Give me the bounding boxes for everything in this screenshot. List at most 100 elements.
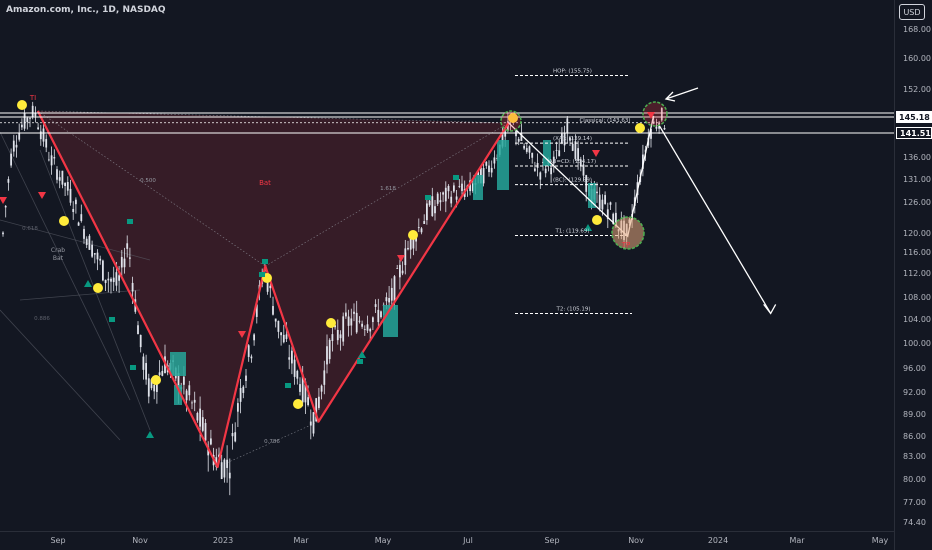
- candle-body: [137, 325, 139, 335]
- candle-body: [280, 332, 282, 336]
- candle-body: [107, 278, 110, 281]
- candle-body: [604, 195, 606, 204]
- green-signal-tag: [262, 259, 268, 264]
- candle-body: [123, 258, 126, 268]
- price-tick-label: 104.00: [903, 315, 931, 324]
- candle-body: [188, 385, 191, 396]
- candle-body: [2, 232, 4, 235]
- candle-body: [534, 168, 536, 171]
- candle-body: [642, 154, 644, 169]
- candle-body: [129, 257, 131, 259]
- buy-triangle-marker: [584, 224, 592, 231]
- candle-body: [539, 172, 542, 180]
- price-tick-label: 100.00: [903, 339, 931, 348]
- zigzag-pattern-line: [36, 110, 510, 469]
- green-signal-tag: [127, 219, 133, 224]
- candle-body: [434, 206, 436, 214]
- buy-triangle-marker: [358, 351, 366, 358]
- candle-body: [42, 128, 45, 142]
- candle-body: [85, 238, 88, 245]
- candle-body: [215, 457, 218, 467]
- candle-body: [282, 334, 285, 343]
- price-tick-label: 77.00: [903, 498, 926, 507]
- candle-body: [334, 325, 336, 328]
- candle-body: [26, 117, 29, 123]
- candle-body: [239, 388, 242, 402]
- candle-body: [48, 159, 50, 161]
- candle-body: [612, 213, 615, 225]
- candle-body: [131, 282, 134, 292]
- candle-body: [328, 339, 331, 360]
- currency-button[interactable]: USD: [899, 4, 925, 20]
- projection-arrow-line: [658, 125, 772, 314]
- candle-body: [183, 376, 185, 385]
- candle-body: [536, 162, 539, 168]
- candle-body: [253, 334, 255, 341]
- candle-body: [552, 156, 555, 164]
- candle-body: [660, 108, 663, 121]
- candle-body: [439, 200, 442, 203]
- candle-body: [369, 328, 372, 332]
- candle-body: [493, 157, 496, 164]
- price-tick-label: 108.00: [903, 293, 931, 302]
- candle-body: [420, 228, 423, 233]
- candle-body: [102, 260, 104, 281]
- candle-body: [201, 417, 204, 431]
- target-level-label: HOP: (155.75): [553, 68, 592, 74]
- price-tick-label: 96.00: [903, 364, 926, 373]
- candle-body: [223, 459, 226, 478]
- candle-body: [199, 408, 201, 427]
- classical-level-label: Classical: (143.63): [579, 118, 630, 124]
- candle-body: [31, 105, 34, 118]
- pattern-dotted-line: [217, 421, 319, 468]
- candle-body: [574, 141, 577, 159]
- price-tick-label: 160.00: [903, 54, 931, 63]
- target-level-label: T2: (105.19): [556, 306, 591, 312]
- candle-body: [126, 243, 129, 249]
- pattern-text-label: 0.786: [264, 439, 280, 445]
- target-level-label: T1: (119.69): [555, 228, 590, 234]
- sell-triangle-marker: [647, 112, 655, 119]
- candle-body: [231, 433, 234, 437]
- candle-body: [461, 183, 463, 191]
- pivot-circle-top-left: [500, 110, 522, 132]
- candle-body: [415, 237, 417, 242]
- candle-body: [396, 268, 399, 269]
- pattern-text-label: 1.618: [380, 186, 396, 192]
- candle-body: [58, 177, 61, 181]
- candle-body: [458, 186, 461, 187]
- candle-body: [650, 129, 652, 139]
- price-tick-label: 116.00: [903, 248, 931, 257]
- candle-body: [139, 334, 142, 348]
- candle-body: [96, 252, 99, 260]
- candle-body: [323, 370, 326, 385]
- candle-body: [112, 277, 115, 283]
- price-tick-label: 80.00: [903, 475, 926, 484]
- candle-body: [150, 379, 153, 389]
- candle-body: [417, 227, 420, 229]
- candle-body: [64, 183, 66, 187]
- candle-body: [247, 345, 250, 357]
- green-signal-tag: [357, 359, 363, 364]
- candle-body: [299, 384, 301, 392]
- candle-body: [93, 253, 96, 255]
- candle-body: [345, 312, 347, 317]
- candle-body: [255, 304, 258, 317]
- candle-body: [320, 385, 323, 392]
- time-axis[interactable]: [0, 531, 894, 550]
- candle-body: [363, 328, 366, 330]
- candle-body: [436, 193, 439, 204]
- candle-body: [326, 346, 328, 365]
- candle-body: [61, 170, 64, 185]
- candle-body: [269, 285, 272, 289]
- teal-highlight-box: [588, 183, 596, 208]
- candle-body: [504, 131, 507, 137]
- price-axis[interactable]: [894, 0, 932, 550]
- price-chart[interactable]: HOP: (155.75) (XA): (139.14) AB=CD: (134.1…: [0, 0, 894, 531]
- candle-body: [145, 363, 147, 380]
- candle-body: [158, 372, 161, 375]
- time-tick-label: Nov: [132, 536, 148, 545]
- candle-body: [272, 306, 274, 315]
- signal-dot: [592, 215, 602, 225]
